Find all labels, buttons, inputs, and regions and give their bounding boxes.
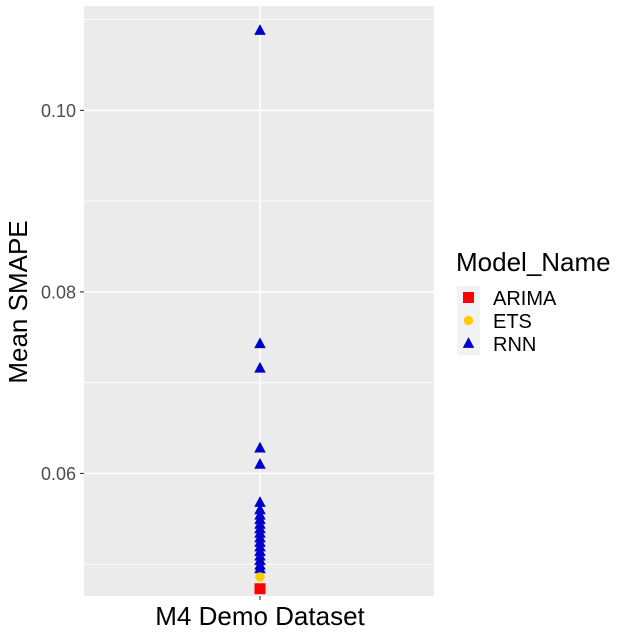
data-point-rnn <box>254 458 266 469</box>
legend-item-ets: ETS <box>457 309 532 333</box>
legend-title: Model_Name <box>456 247 611 277</box>
legend-key-arima <box>463 292 474 303</box>
minor-gridlines <box>84 19 434 565</box>
y-tick-label: 0.06 <box>41 464 76 484</box>
legend-key-ets <box>463 315 474 326</box>
data-point-rnn <box>254 503 266 515</box>
data-point-rnn <box>254 24 266 35</box>
data-point-arima <box>254 583 266 595</box>
y-axis-title: Mean SMAPE <box>3 220 33 383</box>
data-point-rnn <box>254 361 266 373</box>
x-tick-label: M4 Demo Dataset <box>155 601 365 631</box>
y-axis-ticks: 0.06 0.08 0.10 <box>41 101 84 484</box>
legend-key-rnn <box>462 337 475 348</box>
legend-item-rnn: RNN <box>457 332 536 356</box>
legend-item-arima: ARIMA <box>457 286 557 310</box>
data-points <box>254 24 266 595</box>
legend-label: ARIMA <box>493 288 557 310</box>
data-point-ets <box>255 572 265 582</box>
y-tick-label: 0.10 <box>41 101 76 121</box>
x-axis-ticks: M4 Demo Dataset <box>155 596 366 631</box>
data-point-rnn <box>254 441 266 453</box>
y-tick-label: 0.08 <box>41 282 76 302</box>
data-point-rnn <box>254 337 266 349</box>
plot-panel <box>84 6 434 596</box>
legend-label: RNN <box>493 334 536 356</box>
legend-label: ETS <box>493 311 532 333</box>
data-point-rnn <box>254 496 266 507</box>
data-point-rnn <box>254 562 266 574</box>
